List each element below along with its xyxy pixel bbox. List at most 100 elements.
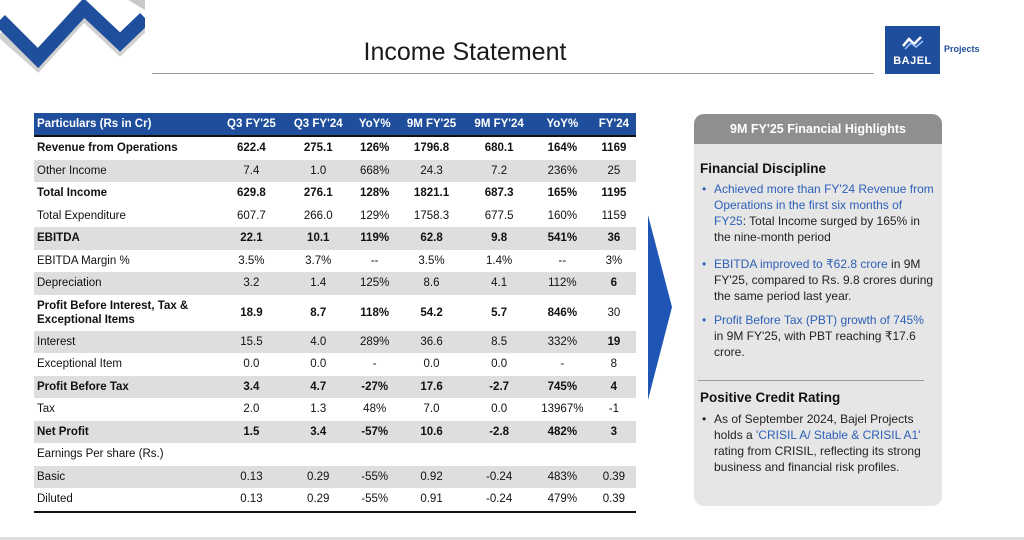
table-cell: 36.6 — [397, 330, 466, 353]
row-label: Depreciation — [34, 272, 218, 295]
table-cell: 6 — [591, 272, 636, 295]
bullet-dot-icon: • — [702, 412, 707, 426]
table-cell: 118% — [360, 306, 390, 319]
row-label: EBITDA — [34, 227, 218, 250]
table-cell: 3% — [605, 254, 623, 267]
table-cell: 128% — [359, 187, 390, 200]
table-cell: 0.13 — [218, 488, 285, 513]
bullet-credit-rating: • As of September 2024, Bajel Projects ho… — [702, 411, 934, 475]
table-cell: 129% — [359, 209, 390, 222]
table-cell: 668% — [351, 159, 398, 182]
table-cell: 745% — [532, 375, 592, 398]
table-cell: 2.0 — [243, 403, 260, 416]
bullet-text: rating from CRISIL, reflecting its stron… — [714, 444, 921, 474]
table-cell — [218, 443, 285, 466]
table-cell: 846% — [547, 306, 578, 319]
table-row: EBITDA 22.1 10.1 119% 62.8 9.8 541% 36 — [34, 227, 636, 250]
table-cell: 125% — [351, 272, 398, 295]
table-cell: 3.4 — [218, 375, 285, 398]
table-row: Earnings Per share (Rs.) — [34, 443, 636, 466]
table-cell: 3.5% — [418, 254, 445, 267]
bullet-pbt: • Profit Before Tax (PBT) growth of 745% … — [702, 312, 934, 360]
table-cell: -55% — [351, 488, 398, 513]
table-cell: 54.2 — [420, 306, 443, 319]
title-divider — [152, 73, 874, 74]
table-cell: 3.5% — [238, 254, 265, 267]
table-cell: 541% — [532, 227, 592, 250]
arrow-right-icon — [648, 215, 672, 400]
logo-subtext: Projects — [944, 44, 980, 54]
table-cell: -- — [558, 254, 567, 267]
table-cell: -0.24 — [465, 465, 533, 488]
table-cell: 1.3 — [310, 403, 327, 416]
table-cell: 8.6 — [397, 272, 466, 295]
row-label: Diluted — [34, 488, 218, 513]
section-title-credit-rating: Positive Credit Rating — [700, 390, 841, 405]
table-cell: 1796.8 — [413, 142, 450, 155]
highlights-title: 9M FY'25 Financial Highlights — [694, 114, 942, 144]
table-cell: 160% — [547, 209, 578, 222]
table-cell: 1.4 — [284, 272, 352, 295]
table-cell: 30 — [607, 306, 621, 319]
table-cell: 1758.3 — [413, 209, 450, 222]
logo-mark-icon — [902, 36, 924, 50]
table-cell: 15.5 — [218, 330, 285, 353]
table-row: Total Income 629.8 276.1 128% 1821.1 687… — [34, 182, 636, 205]
table-row: Interest 15.5 4.0 289% 36.6 8.5 332% 19 — [34, 330, 636, 353]
table-cell: 482% — [532, 420, 592, 443]
row-label: Total Expenditure — [37, 209, 126, 222]
table-cell: 10.6 — [397, 420, 466, 443]
table-cell: 8.5 — [465, 330, 533, 353]
table-cell: 19 — [591, 330, 636, 353]
table-cell: 0.91 — [397, 488, 466, 513]
table-cell: -0.24 — [465, 488, 533, 513]
table-cell: 18.9 — [240, 306, 263, 319]
income-statement-table: Particulars (Rs in Cr) Q3 FY'25 Q3 FY'24… — [34, 113, 636, 513]
table-cell: 1.5 — [218, 420, 285, 443]
section-title-financial-discipline: Financial Discipline — [700, 161, 827, 176]
table-cell: 4.7 — [284, 375, 352, 398]
column-header: YoY% — [351, 113, 398, 137]
table-cell: 1169 — [601, 142, 627, 155]
table-cell: 332% — [532, 330, 592, 353]
row-label: Profit Before Tax — [34, 375, 218, 398]
logo-text: BAJEL — [893, 55, 932, 67]
table-cell: 7.2 — [465, 159, 533, 182]
table-cell: 0.0 — [491, 358, 508, 371]
row-label: Interest — [34, 330, 218, 353]
table-cell: 13967% — [541, 403, 584, 416]
row-label: Total Income — [37, 187, 108, 200]
table-cell: 0.29 — [284, 488, 352, 513]
table-cell: 112% — [532, 272, 592, 295]
highlights-panel: 9M FY'25 Financial Highlights Financial … — [694, 114, 942, 506]
table-cell: 0.0 — [310, 358, 327, 371]
bullet-text: : Total Income surged by 165% in the nin… — [714, 214, 920, 244]
table-row: Exceptional Item 0.0 0.0 - 0.0 0.0 - 8 — [34, 353, 636, 376]
table-cell: 5.7 — [491, 306, 508, 319]
column-header: Particulars (Rs in Cr) — [34, 113, 218, 137]
corner-chevron-graphic — [0, 0, 145, 73]
table-cell — [592, 443, 636, 466]
table-cell: 17.6 — [397, 375, 466, 398]
bullet-ebitda: • EBITDA improved to ₹62.8 crore in 9M FY… — [702, 256, 934, 304]
row-label: Other Income — [34, 159, 218, 182]
column-header: Q3 FY'24 — [284, 113, 352, 137]
table-row: Tax 2.0 1.3 48% 7.0 0.0 13967% -1 — [34, 398, 636, 421]
table-cell: 289% — [351, 330, 398, 353]
table-cell: 0.39 — [591, 488, 636, 513]
page-title: Income Statement — [363, 38, 567, 66]
bullet-highlight-text: Profit Before Tax (PBT) growth of 745% — [714, 313, 924, 327]
table-cell: -2.7 — [465, 375, 533, 398]
table-cell: 126% — [359, 142, 390, 155]
table-row: Basic 0.13 0.29 -55% 0.92 -0.24 483% 0.3… — [34, 465, 636, 488]
table-cell — [285, 443, 352, 466]
table-cell: 164% — [547, 142, 578, 155]
table-cell: 0.13 — [218, 465, 285, 488]
table-cell — [465, 443, 533, 466]
table-cell: 0.0 — [491, 403, 508, 416]
table-cell: 10.1 — [284, 227, 352, 250]
bullet-text: in 9M FY'25, compared to Rs. 9.8 crores … — [714, 257, 934, 303]
table-cell: 3 — [591, 420, 636, 443]
row-label: Basic — [34, 465, 218, 488]
table-cell: 0.92 — [397, 465, 466, 488]
